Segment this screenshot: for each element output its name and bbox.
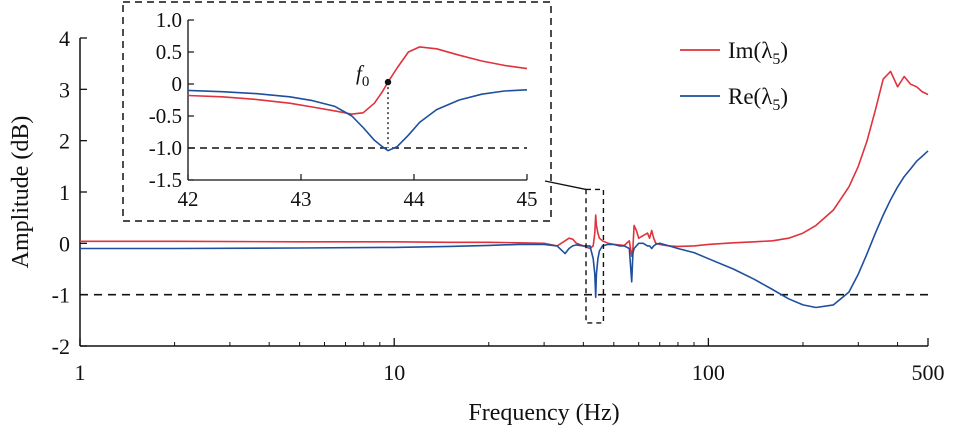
inset-x-tick-label: 45 bbox=[517, 187, 538, 211]
y-tick-label: 0 bbox=[59, 231, 70, 256]
f0-label: f0 bbox=[356, 61, 369, 90]
series-line-re bbox=[80, 150, 929, 309]
x-tick-label: 500 bbox=[912, 360, 945, 385]
series-line-im bbox=[80, 70, 929, 257]
inset-y-tick-label: 1.0 bbox=[156, 8, 182, 32]
zoom-box bbox=[585, 188, 605, 324]
y-tick-label: 3 bbox=[59, 77, 70, 102]
x-tick-label: 10 bbox=[383, 360, 405, 385]
x-tick-label: 1 bbox=[75, 360, 86, 385]
y-axis-label: Amplitude (dB) bbox=[8, 116, 34, 269]
y-tick-label: 1 bbox=[59, 180, 70, 205]
x-axis-label: Frequency (Hz) bbox=[468, 400, 619, 426]
f0-marker bbox=[384, 78, 392, 86]
y-tick-label: -1 bbox=[52, 283, 70, 308]
inset-connector bbox=[544, 180, 587, 191]
y-tick-label: 2 bbox=[59, 129, 70, 154]
y-tick-label: 4 bbox=[59, 26, 70, 51]
inset-x-tick-label: 42 bbox=[178, 187, 199, 211]
inset-y-tick-label: -0.5 bbox=[149, 104, 182, 128]
inset-series-line-im bbox=[187, 46, 528, 115]
legend-label: Re(λ5) bbox=[728, 84, 788, 114]
inset-x-tick-label: 44 bbox=[404, 187, 426, 211]
inset-x-tick-label: 43 bbox=[291, 187, 312, 211]
inset-y-tick-label: -1.5 bbox=[149, 168, 182, 192]
y-tick-label: -2 bbox=[52, 334, 70, 359]
inset-y-tick-label: 0 bbox=[172, 72, 183, 96]
legend-label: Im(λ5) bbox=[728, 38, 788, 68]
x-tick-label: 100 bbox=[692, 360, 725, 385]
inset-y-tick-label: 0.5 bbox=[156, 40, 182, 64]
inset-series-line-re bbox=[187, 89, 528, 152]
inset-y-tick-label: -1.0 bbox=[149, 136, 182, 160]
